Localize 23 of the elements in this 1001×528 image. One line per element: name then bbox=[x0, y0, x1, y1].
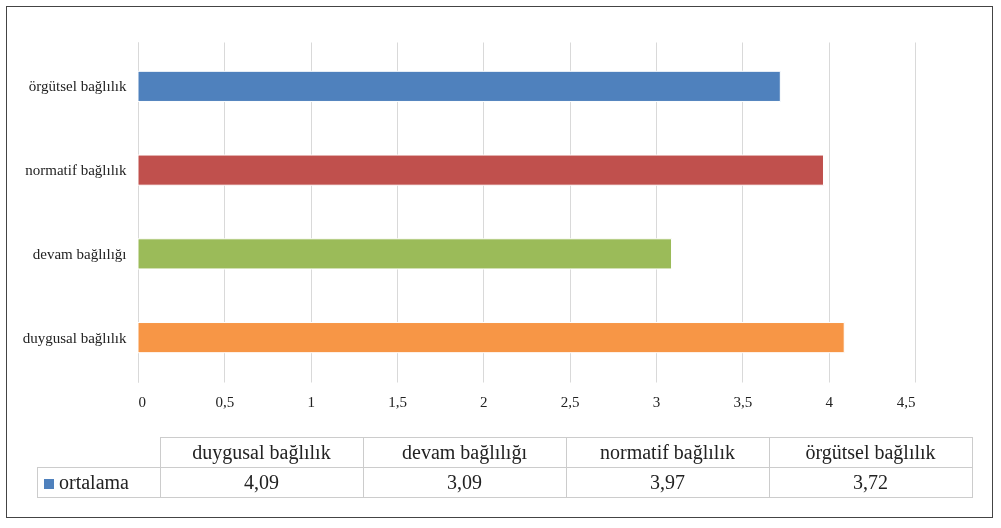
x-tick-label: 3,5 bbox=[733, 393, 753, 410]
y-tick-label: örgütsel bağlılık bbox=[28, 78, 127, 95]
x-tick-label: 0,5 bbox=[215, 393, 235, 410]
y-tick-label: devam bağlılığı bbox=[32, 245, 127, 262]
category-label: normatif bağlılık bbox=[600, 441, 735, 463]
x-tick-label: 2 bbox=[480, 393, 488, 410]
category-label: örgütsel bağlılık bbox=[805, 441, 936, 463]
x-tick-label: 0 bbox=[138, 393, 146, 410]
text: 3,09 bbox=[447, 471, 482, 493]
y-tick-label: duygusal bağlılık bbox=[22, 329, 127, 346]
legend-label: ortalama bbox=[37, 467, 160, 498]
x-tick-label: 3 bbox=[652, 393, 661, 410]
x-tick-label: 4 bbox=[825, 393, 834, 410]
text: 3,72 bbox=[853, 471, 888, 493]
category-label: devam bağlılığı bbox=[402, 441, 527, 463]
x-tick-label: 4,5 bbox=[896, 393, 916, 410]
category-label: duygusal bağlılık bbox=[192, 441, 331, 463]
text: 3,97 bbox=[650, 471, 685, 493]
y-tick-label: normatif bağlılık bbox=[25, 162, 127, 179]
x-tick-label: 1 bbox=[307, 393, 315, 410]
text: 4,09 bbox=[244, 471, 279, 493]
x-tick-label: 2,5 bbox=[560, 393, 580, 410]
x-tick-label: 1,5 bbox=[388, 393, 407, 410]
